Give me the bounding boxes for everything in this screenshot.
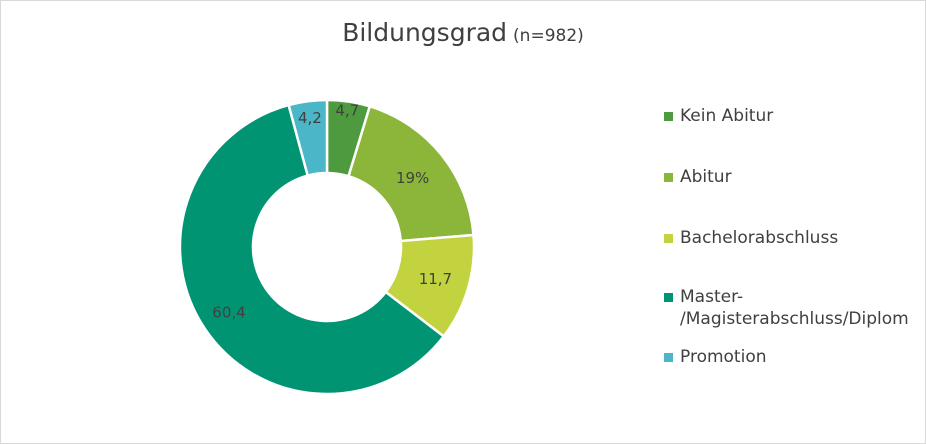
- data-label-master-magisterabschluss-diplom: 60,4: [212, 304, 245, 322]
- slice-master-magisterabschluss-diplom: [178, 103, 446, 396]
- legend-label: Abitur: [680, 167, 732, 187]
- legend-swatch: [664, 173, 673, 182]
- legend-label: Promotion: [680, 347, 767, 367]
- legend-swatch: [664, 112, 673, 121]
- legend-label: Master- /Magisterabschluss/Diplom: [680, 287, 909, 329]
- slice-promotion: [287, 98, 329, 178]
- legend-label: Bachelorabschluss: [680, 228, 839, 248]
- chart-title-block: Bildungsgrad (n=982): [0, 18, 926, 47]
- data-label-bachelorabschluss: 11,7: [419, 270, 452, 288]
- slice-abitur: [346, 104, 475, 243]
- data-label-kein-abitur: 4,7: [335, 102, 359, 120]
- chart-subtitle: (n=982): [513, 26, 584, 46]
- chart-title: Bildungsgrad: [342, 18, 508, 47]
- legend-label: Kein Abitur: [680, 106, 774, 126]
- legend-swatch: [664, 353, 673, 362]
- data-label-abitur: 19%: [396, 169, 429, 187]
- data-label-promotion: 4,2: [298, 109, 322, 127]
- chart-legend: Kein Abitur Abitur Bachelorabschluss Master…: [664, 0, 924, 444]
- legend-swatch: [664, 234, 673, 243]
- legend-swatch: [664, 293, 673, 302]
